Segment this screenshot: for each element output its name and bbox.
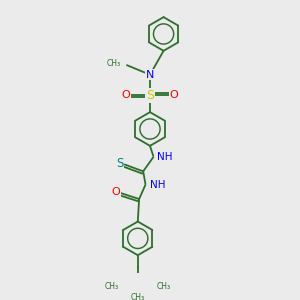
- Text: NH: NH: [150, 180, 165, 190]
- Text: O: O: [122, 90, 130, 100]
- Text: N: N: [146, 70, 154, 80]
- Text: CH₃: CH₃: [157, 283, 171, 292]
- Text: O: O: [169, 90, 178, 100]
- Text: S: S: [146, 88, 154, 101]
- Text: NH: NH: [157, 152, 172, 162]
- Text: S: S: [116, 157, 124, 170]
- Text: CH₃: CH₃: [131, 293, 145, 300]
- Text: CH₃: CH₃: [107, 59, 121, 68]
- Text: O: O: [111, 187, 120, 197]
- Text: CH₃: CH₃: [105, 283, 119, 292]
